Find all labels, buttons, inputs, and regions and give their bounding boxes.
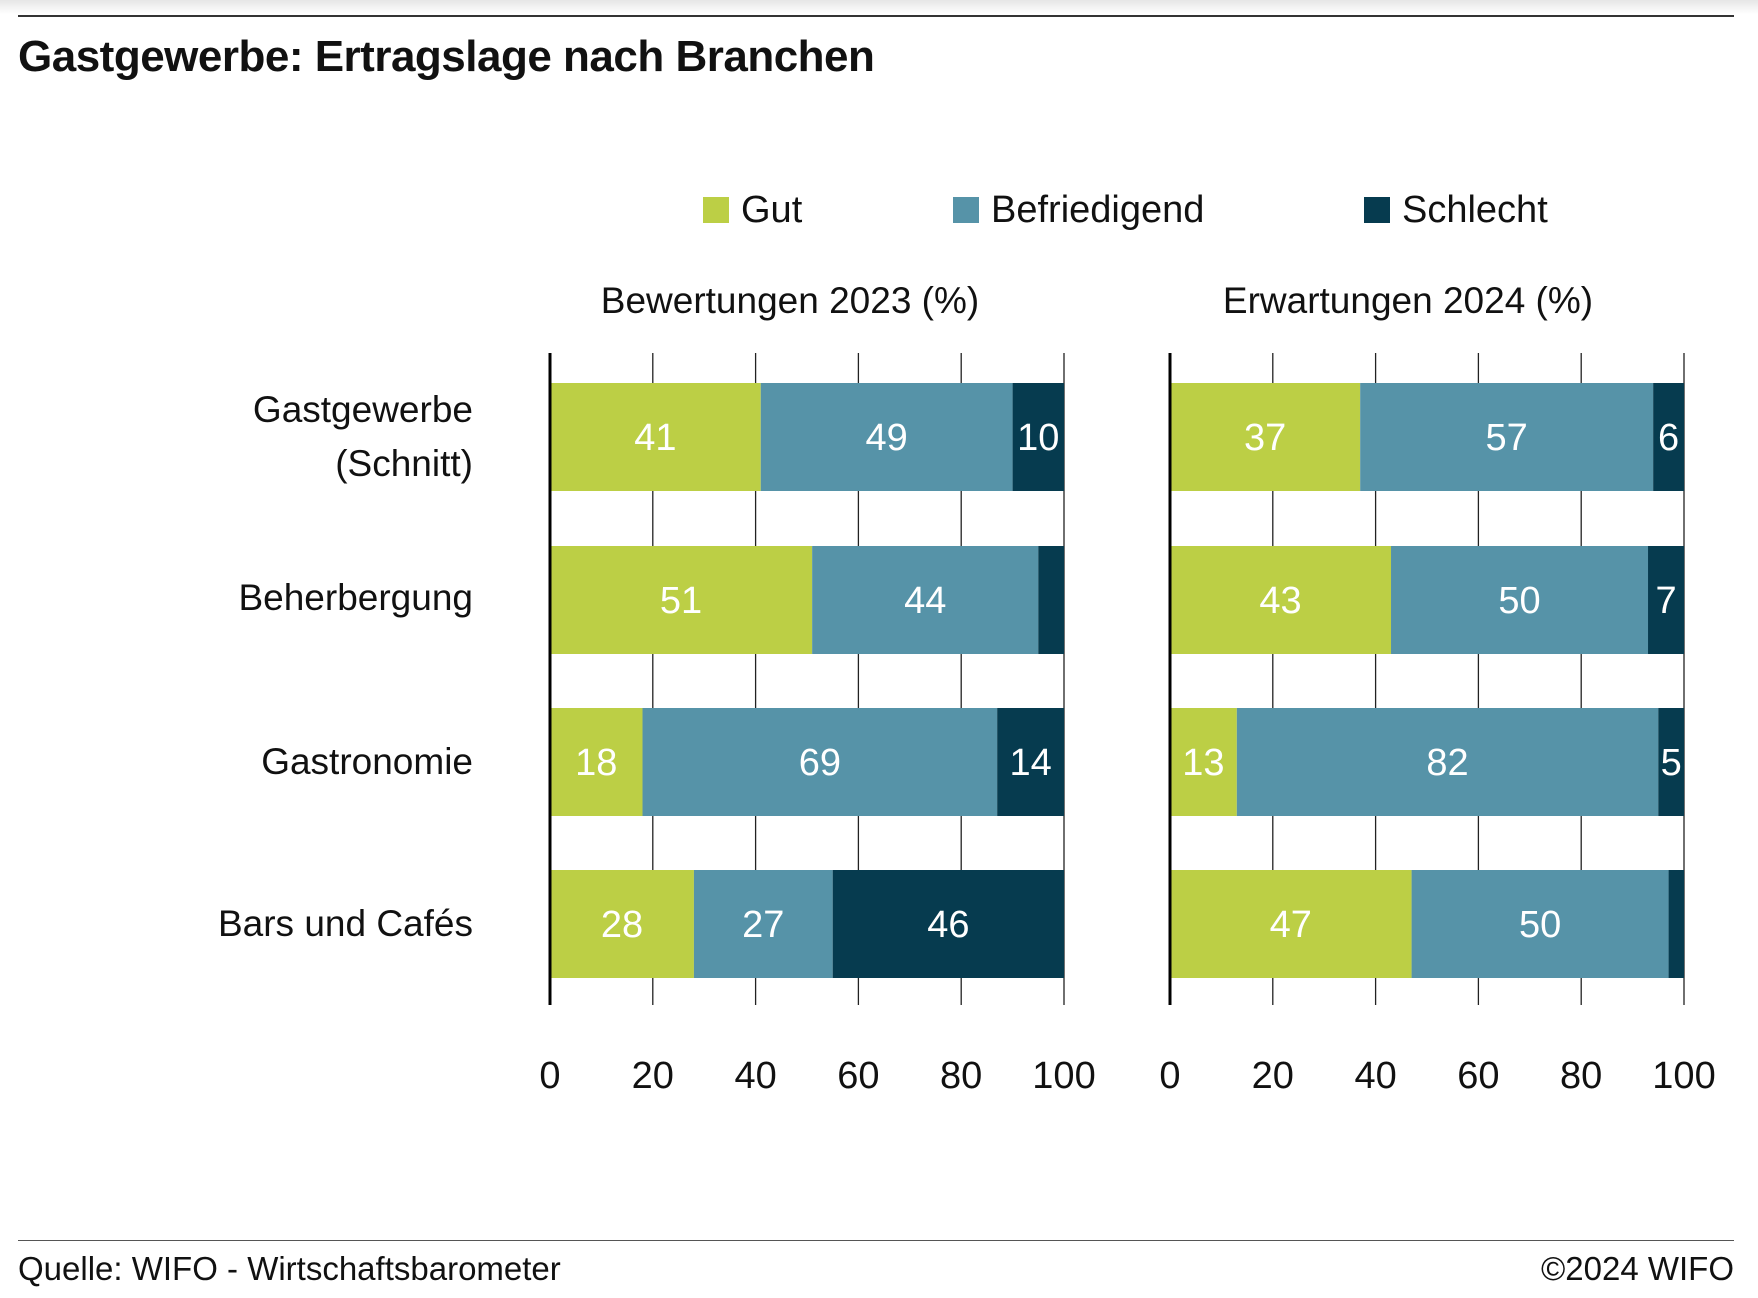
- legend-item-befriedigend: Befriedigend: [953, 188, 1204, 232]
- data-label-2024-beherbergung-befriedigend: 50: [1498, 580, 1540, 622]
- tick-label-2023-20: 20: [632, 1055, 674, 1097]
- legend-swatch-gut: [703, 197, 729, 223]
- data-label-2024-bars-und-cafés-gut: 47: [1270, 904, 1312, 946]
- data-label-2023-beherbergung-befriedigend: 44: [904, 580, 946, 622]
- data-label-2024-gastgewerbe-schnitt-gut: 37: [1244, 417, 1286, 459]
- bar-2023-gastronomie-gut: [550, 708, 643, 816]
- data-label-2023-gastronomie-schlecht: 14: [1009, 742, 1051, 784]
- data-label-2024-gastronomie-befriedigend: 82: [1426, 742, 1468, 784]
- legend-label-gut: Gut: [741, 188, 803, 231]
- data-label-2023-gastgewerbe-schnitt-gut: 41: [634, 417, 676, 459]
- bar-2024-bars-und-cafés-schlecht: [1668, 870, 1684, 978]
- bar-2023-bars-und-cafés-schlecht: [832, 870, 1064, 978]
- category-label-gastronomie: Gastronomie: [261, 741, 473, 782]
- bar-2024-gastgewerbe-schnitt-befriedigend: [1360, 383, 1654, 491]
- data-label-2024-bars-und-cafés-befriedigend: 50: [1519, 904, 1561, 946]
- data-label-2024-gastronomie-gut: 13: [1182, 742, 1224, 784]
- tick-label-2023-0: 0: [539, 1055, 560, 1097]
- data-label-2024-beherbergung-schlecht: 7: [1655, 580, 1676, 622]
- tick-label-2023-80: 80: [940, 1055, 982, 1097]
- source-note: Quelle: WIFO - Wirtschaftsbarometer: [18, 1250, 561, 1287]
- bar-2024-beherbergung-schlecht: [1648, 546, 1684, 654]
- data-label-2023-gastronomie-befriedigend: 69: [799, 742, 841, 784]
- bar-2024-gastgewerbe-schnitt-gut: [1170, 383, 1361, 491]
- panel-title-2024: Erwartungen 2024 (%): [1222, 280, 1594, 321]
- bar-2024-gastgewerbe-schnitt-schlecht: [1653, 383, 1684, 491]
- data-label-2024-gastgewerbe-schnitt-befriedigend: 57: [1486, 417, 1528, 459]
- bar-2024-beherbergung-gut: [1170, 546, 1392, 654]
- bar-2023-beherbergung-gut: [550, 546, 813, 654]
- legend-item-schlecht: Schlecht: [1364, 188, 1548, 232]
- tick-label-2024-100: 100: [1652, 1055, 1715, 1097]
- tick-label-2023-60: 60: [837, 1055, 879, 1097]
- legend-swatch-befriedigend: [953, 197, 979, 223]
- legend-label-befriedigend: Befriedigend: [991, 188, 1205, 231]
- chart-title: Gastgewerbe: Ertragslage nach Branchen: [18, 32, 875, 81]
- bar-2023-gastgewerbe-schnitt-schlecht: [1012, 383, 1064, 491]
- bar-2024-gastronomie-befriedigend: [1236, 708, 1659, 816]
- category-label-gastgewerbe-line1: Gastgewerbe: [252, 389, 473, 430]
- tick-label-2023-40: 40: [734, 1055, 776, 1097]
- category-label-gastgewerbe: Gastgewerbe (Schnitt): [253, 383, 473, 491]
- bar-2023-gastgewerbe-schnitt-gut: [550, 383, 761, 491]
- data-label-2024-gastronomie-schlecht: 5: [1661, 742, 1682, 784]
- data-label-2023-bars-und-cafés-schlecht: 46: [927, 904, 969, 946]
- legend-item-gut: Gut: [703, 188, 802, 232]
- bar-2023-beherbergung-schlecht: [1038, 546, 1064, 654]
- bar-2023-gastronomie-schlecht: [997, 708, 1064, 816]
- bar-2024-gastronomie-gut: [1170, 708, 1237, 816]
- bar-2023-bars-und-cafés-befriedigend: [693, 870, 833, 978]
- legend-label-schlecht: Schlecht: [1402, 188, 1548, 231]
- category-label-beherbergung: Beherbergung: [238, 577, 473, 618]
- data-label-2024-beherbergung-gut: 43: [1259, 580, 1301, 622]
- data-label-2023-gastronomie-gut: 18: [575, 742, 617, 784]
- top-shade: [0, 0, 1758, 14]
- tick-label-2024-80: 80: [1560, 1055, 1602, 1097]
- category-label-gastgewerbe-line2: (Schnitt): [335, 443, 473, 484]
- tick-label-2024-0: 0: [1159, 1055, 1180, 1097]
- tick-label-2024-60: 60: [1457, 1055, 1499, 1097]
- data-label-2023-gastgewerbe-schnitt-schlecht: 10: [1017, 417, 1059, 459]
- panel-title-2023: Bewertungen 2023 (%): [600, 280, 980, 321]
- copyright-note: ©2024 WIFO: [1540, 1250, 1734, 1287]
- category-label-bars-cafes: Bars und Cafés: [217, 903, 473, 944]
- data-label-2023-gastgewerbe-schnitt-befriedigend: 49: [866, 417, 908, 459]
- bar-2024-bars-und-cafés-befriedigend: [1411, 870, 1669, 978]
- data-label-2023-bars-und-cafés-gut: 28: [601, 904, 643, 946]
- bar-2023-beherbergung-befriedigend: [812, 546, 1039, 654]
- bar-2024-beherbergung-befriedigend: [1391, 546, 1649, 654]
- tick-label-2023-100: 100: [1032, 1055, 1095, 1097]
- bottom-rule: [18, 1240, 1734, 1241]
- tick-label-2024-40: 40: [1354, 1055, 1396, 1097]
- legend-swatch-schlecht: [1364, 197, 1390, 223]
- bar-2024-gastronomie-schlecht: [1658, 708, 1684, 816]
- bar-2023-bars-und-cafés-gut: [550, 870, 694, 978]
- data-label-2023-beherbergung-gut: 51: [660, 580, 702, 622]
- bar-2023-gastronomie-befriedigend: [642, 708, 998, 816]
- bar-2023-gastgewerbe-schnitt-befriedigend: [760, 383, 1013, 491]
- data-label-2024-gastgewerbe-schnitt-schlecht: 6: [1658, 417, 1679, 459]
- top-rule: [18, 15, 1734, 17]
- bar-2024-bars-und-cafés-gut: [1170, 870, 1412, 978]
- tick-label-2024-20: 20: [1252, 1055, 1294, 1097]
- data-label-2023-bars-und-cafés-befriedigend: 27: [742, 904, 784, 946]
